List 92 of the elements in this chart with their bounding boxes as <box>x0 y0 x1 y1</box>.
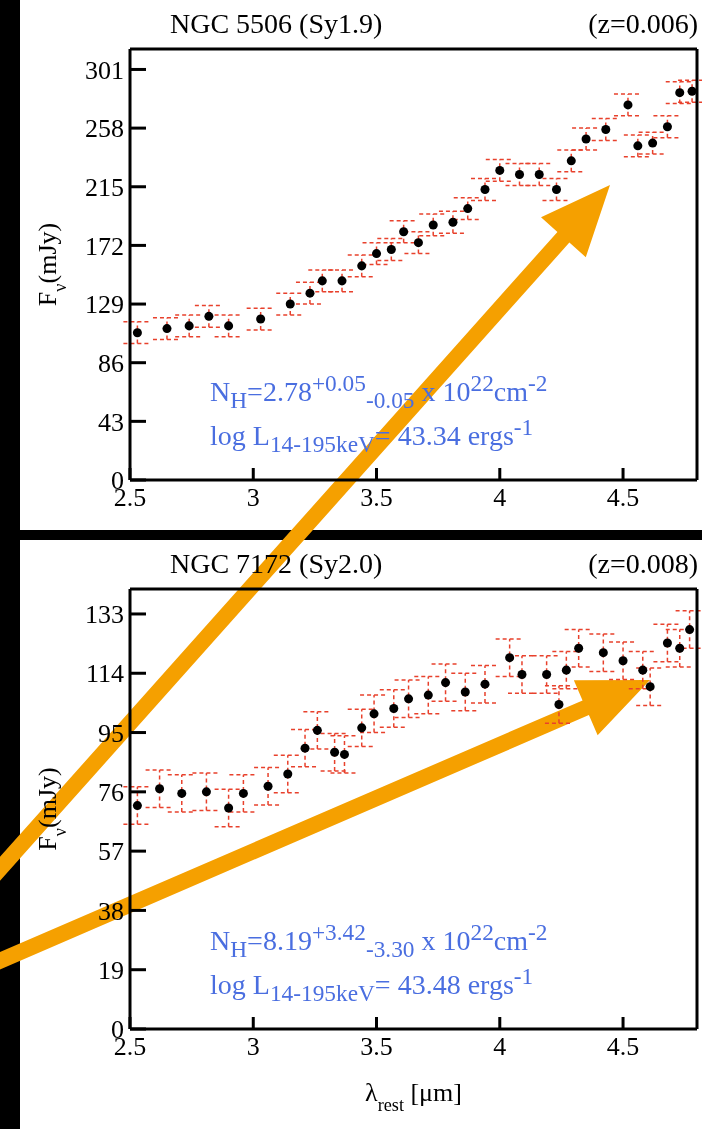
point <box>372 249 382 259</box>
point <box>618 656 628 666</box>
point <box>441 678 451 688</box>
point <box>177 788 187 798</box>
point <box>645 682 655 692</box>
x-tick-label: 3 <box>246 483 260 513</box>
point <box>357 261 367 271</box>
point <box>598 648 608 658</box>
y-tick-label: 19 <box>98 955 124 985</box>
point <box>330 747 340 757</box>
text: N$_{H}$=8.19$^{+3.42}$$_{-3.30}$ x 10$^{22}$cm$^{-2}$ <box>210 919 548 962</box>
point <box>224 321 234 331</box>
x-tick-label: 4.5 <box>606 1032 640 1062</box>
point <box>413 238 423 248</box>
point <box>283 769 293 779</box>
y-tick-label: 172 <box>85 231 124 261</box>
point <box>339 749 349 759</box>
point <box>305 288 315 298</box>
point <box>623 100 633 110</box>
x-tick-label: 3.5 <box>360 1032 393 1062</box>
point <box>662 122 672 132</box>
point <box>463 204 473 214</box>
point <box>566 156 576 166</box>
point <box>648 138 658 148</box>
point <box>675 88 685 98</box>
point <box>514 169 525 179</box>
point <box>162 324 172 334</box>
point <box>357 723 367 733</box>
point <box>448 217 458 227</box>
y-tick-label: 43 <box>98 407 124 437</box>
point <box>638 665 648 675</box>
chart-subtitle: (z=0.006) <box>588 8 698 40</box>
point <box>204 311 214 321</box>
point <box>155 784 165 794</box>
point <box>399 227 409 237</box>
x-axis-title: λ$_{rest}$ [μm] <box>365 1078 462 1115</box>
point <box>300 743 310 753</box>
point <box>256 314 266 324</box>
y-tick-label: 114 <box>85 659 124 689</box>
point <box>542 670 552 680</box>
point <box>263 781 273 791</box>
point <box>534 169 544 179</box>
point <box>428 220 438 230</box>
point <box>554 699 564 709</box>
y-tick-label: 301 <box>85 55 124 85</box>
point <box>389 704 399 714</box>
point <box>369 709 379 719</box>
point <box>312 725 322 735</box>
x-tick-label: 4 <box>493 1032 507 1062</box>
y-tick-label: 129 <box>85 290 124 320</box>
point <box>201 787 211 797</box>
point <box>480 184 490 194</box>
point <box>404 694 414 704</box>
point <box>675 643 685 653</box>
point <box>685 625 695 635</box>
point <box>184 321 194 331</box>
point <box>633 141 643 151</box>
point <box>505 653 515 663</box>
chart-title: NGC 5506 (Sy1.9) <box>170 8 383 40</box>
point <box>460 687 470 697</box>
point <box>480 679 490 689</box>
point <box>601 124 611 134</box>
chart-subtitle: (z=0.008) <box>588 548 698 580</box>
point <box>317 276 327 286</box>
point <box>423 690 433 700</box>
y-tick-label: 215 <box>85 172 124 202</box>
point <box>687 86 697 96</box>
y-tick-label: 133 <box>85 600 124 630</box>
y-tick-label: 38 <box>98 896 124 926</box>
point <box>551 184 561 194</box>
x-tick-label: 3 <box>246 1032 260 1062</box>
point <box>581 134 591 144</box>
point <box>132 328 142 338</box>
point <box>224 803 234 813</box>
point <box>561 665 571 675</box>
point <box>238 788 248 798</box>
point <box>574 643 584 653</box>
point <box>386 244 396 254</box>
point <box>662 638 672 648</box>
y-tick-label: 258 <box>85 114 124 144</box>
x-tick-label: 4.5 <box>606 483 640 513</box>
annotation: log L$_{14-195keV}$= 43.48 ergs$^{-1}$ <box>210 963 534 1007</box>
y-tick-label: 57 <box>98 837 124 867</box>
point <box>495 165 505 175</box>
y-tick-label: 76 <box>98 778 124 808</box>
x-tick-label: 4 <box>493 483 507 513</box>
x-tick-label: 3.5 <box>360 483 393 513</box>
y-tick-label: 86 <box>98 348 124 378</box>
point <box>132 801 142 811</box>
point <box>517 670 527 680</box>
point <box>285 299 295 309</box>
point <box>337 276 347 286</box>
